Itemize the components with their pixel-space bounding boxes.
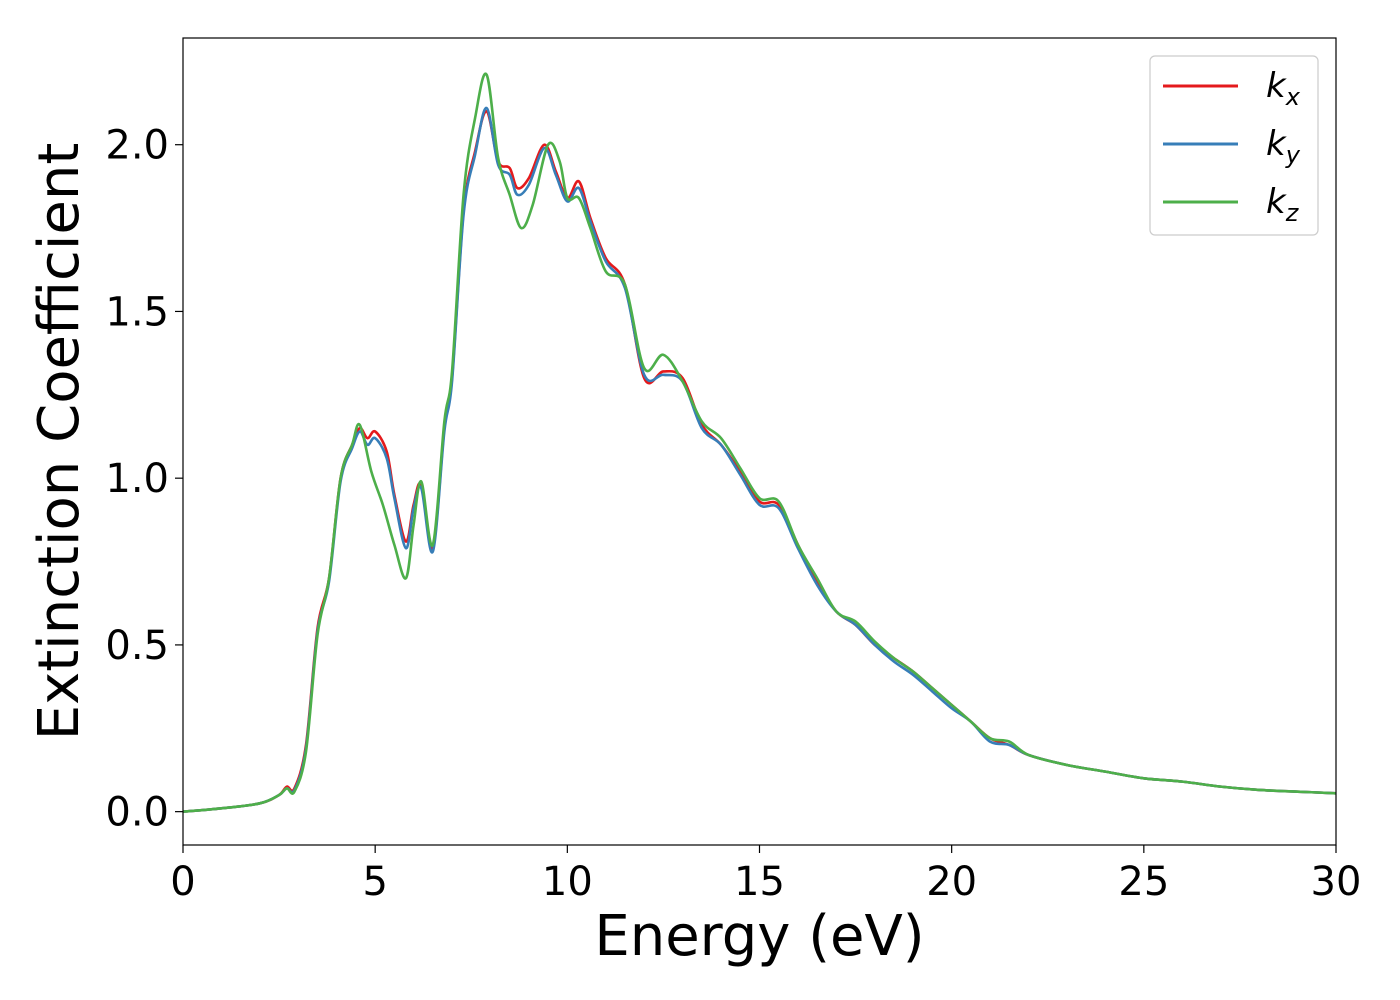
legend-label-kx: kx <box>1266 66 1301 111</box>
series-line-kz <box>182 72 1337 813</box>
legend: kx ky kz <box>1149 55 1319 236</box>
y-tick-label: 1.0 <box>105 456 169 502</box>
x-axis-title: Energy (eV) <box>594 904 924 969</box>
x-axis: 0 5 10 15 20 25 30 <box>170 845 1361 905</box>
y-axis: 0.0 0.5 1.0 1.5 2.0 <box>105 123 183 836</box>
x-tick-label: 5 <box>362 859 387 905</box>
legend-label-ky: ky <box>1266 124 1301 169</box>
y-tick-label: 2.0 <box>105 123 169 169</box>
x-tick-label: 10 <box>542 859 593 905</box>
y-tick-label: 0.5 <box>105 623 169 669</box>
x-tick-label: 0 <box>170 859 195 905</box>
x-tick-label: 20 <box>926 859 977 905</box>
legend-label-kz: kz <box>1266 182 1300 227</box>
x-tick-label: 30 <box>1311 859 1362 905</box>
x-tick-label: 15 <box>734 859 785 905</box>
x-tick-label: 25 <box>1118 859 1169 905</box>
y-tick-label: 0.0 <box>105 790 169 836</box>
y-tick-label: 1.5 <box>105 289 169 335</box>
series-layer <box>182 72 1337 813</box>
y-axis-title: Extinction Coefficient <box>27 143 92 741</box>
